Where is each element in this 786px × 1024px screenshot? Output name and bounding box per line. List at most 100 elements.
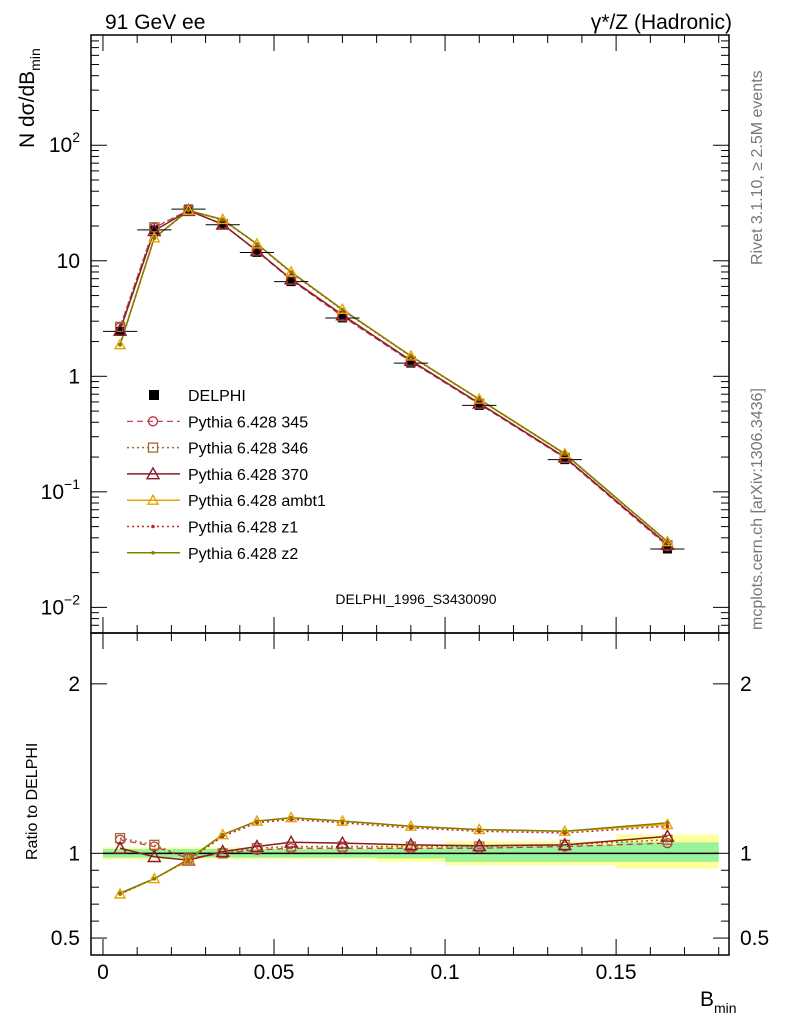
main-y-axis-label-main: N dσ/dB (16, 71, 39, 148)
ratio-series-5-point-6 (340, 819, 345, 823)
xtick-label-0: 0 (97, 961, 109, 984)
ratio-ytick-label-right-0: 0.5 (740, 927, 769, 950)
legend-label: Pythia 6.428 346 (188, 441, 308, 458)
main-ytick-label-base: 1 (68, 365, 80, 388)
data-point-4 (252, 247, 262, 257)
legend-label: Pythia 6.428 345 (188, 414, 308, 431)
ratio-series-5-point-4 (255, 819, 259, 823)
main-ytick-label-1: 10−1 (41, 476, 81, 504)
main-series-2-point-6 (335, 307, 350, 321)
data-point-6 (337, 313, 347, 323)
main-series-3-point-7 (404, 349, 418, 361)
legend-entry-0: DELPHI (149, 388, 246, 405)
main-series-5-point-6 (340, 307, 345, 312)
ratio-series-3-point-0 (113, 887, 127, 899)
ratio-series-2-point-9 (557, 837, 572, 851)
xtick-label-1: 0.05 (254, 961, 295, 984)
x-axis-label-sub: min (714, 1000, 737, 1016)
data-point-8 (474, 400, 484, 410)
legend-marker (147, 442, 159, 453)
ratio-series-5-point-9 (562, 829, 567, 834)
ratio-series-4-point-10 (665, 824, 670, 828)
ratio-series-5-point-8 (477, 827, 482, 832)
xtick-label-2: 0.1 (430, 961, 459, 984)
ratio-ytick-label-left-1: 1 (68, 842, 80, 865)
ratio-series-5-point-1 (152, 876, 157, 881)
ratio-series-3-point-5 (284, 811, 298, 823)
main-series-5-point-9 (562, 452, 567, 456)
panel-frames (90, 34, 730, 956)
main-ytick-label-0: 10−2 (41, 591, 81, 619)
ratio-series-3-point-7 (404, 819, 418, 831)
main-series-5-point-2 (186, 208, 191, 213)
main-series-line-3 (119, 209, 668, 543)
main-series-3-point-3 (216, 212, 229, 225)
legend-marker (151, 524, 155, 529)
main-y-axis-label: N dσ/dBmin (16, 48, 43, 148)
main-ytick-label-4: 102 (49, 129, 80, 157)
main-ytick-label-2: 1 (68, 365, 80, 388)
legend-marker (145, 466, 161, 480)
main-series-2-point-4 (249, 243, 265, 257)
main-ytick-label-exp: 2 (72, 129, 80, 145)
ratio-series-5-point-3 (220, 832, 225, 837)
legend-data-marker (149, 390, 159, 400)
data-point-7 (406, 358, 416, 368)
main-ytick-label-base: 10 (41, 596, 64, 619)
ratio-ytick-label-right-1: 1 (740, 842, 752, 865)
main-ytick-label-exp: −2 (64, 591, 80, 607)
main-series-2-point-0 (112, 322, 128, 336)
main-series-5-point-0 (118, 342, 122, 347)
ratio-series-2-point-6 (335, 835, 350, 849)
ratio-series-5-point-5 (289, 815, 293, 820)
main-series-3-point-0 (113, 338, 127, 350)
ratio-y-axis-label: Ratio to DELPHI (24, 743, 41, 860)
data-point-1 (149, 225, 159, 235)
ratio-series-2-point-0 (112, 840, 128, 854)
main-series-line-5 (119, 209, 668, 543)
legend-entry-2: Pythia 6.428 346 (127, 441, 308, 458)
ratio-series-2-point-4 (249, 839, 265, 853)
legend-entry-1: Pythia 6.428 345 (127, 414, 308, 431)
legend-marker (147, 416, 159, 427)
main-series-5-point-10 (665, 539, 670, 544)
header-right-title: γ*/Z (Hadronic) (591, 11, 732, 34)
main-series-3-point-5 (284, 265, 298, 277)
ratio-series-2-point-10 (660, 828, 675, 842)
series-markers (102, 203, 685, 899)
main-series-1-point-0 (114, 321, 126, 332)
analysis-label: DELPHI_1996_S3430090 (335, 591, 496, 607)
main-series-2-point-5 (283, 271, 299, 285)
main-series-3-point-9 (558, 447, 571, 459)
ratio-series-3-point-3 (216, 828, 229, 840)
ratio-series-3-point-6 (336, 814, 349, 826)
main-series-3-point-2 (182, 203, 195, 216)
main-series-5-point-5 (289, 270, 293, 274)
series-lines (119, 209, 668, 895)
ratio-series-5-point-7 (409, 824, 413, 828)
ratio-series-3-point-4 (250, 814, 264, 826)
main-series-3-point-1 (148, 231, 161, 243)
main-ytick-label-base: 10 (41, 481, 64, 504)
main-series-3-point-6 (336, 302, 349, 315)
main-panel-frame (90, 34, 730, 634)
main-series-2-point-1 (147, 223, 162, 237)
main-series-3-point-8 (473, 392, 486, 404)
main-ytick-label-3: 10 (57, 250, 80, 273)
ratio-series-3-point-2 (182, 853, 195, 865)
ratio-ytick-label-left-0: 0.5 (51, 927, 80, 950)
main-series-3-point-10 (661, 535, 674, 547)
ratio-band-inner-3 (616, 842, 719, 862)
main-series-5-point-7 (409, 354, 413, 358)
header-left-title: 91 GeV ee (105, 11, 205, 34)
legend-marker (146, 493, 160, 505)
ratio-series-2-point-3 (215, 844, 230, 858)
xtick-label-3: 0.15 (596, 961, 637, 984)
data-point-9 (560, 455, 570, 465)
ratio-series-3-point-1 (148, 872, 161, 884)
legend-entry-3: Pythia 6.428 370 (127, 466, 308, 484)
main-series-5-point-3 (220, 217, 225, 222)
legend-entry-6: Pythia 6.428 z2 (127, 546, 298, 563)
